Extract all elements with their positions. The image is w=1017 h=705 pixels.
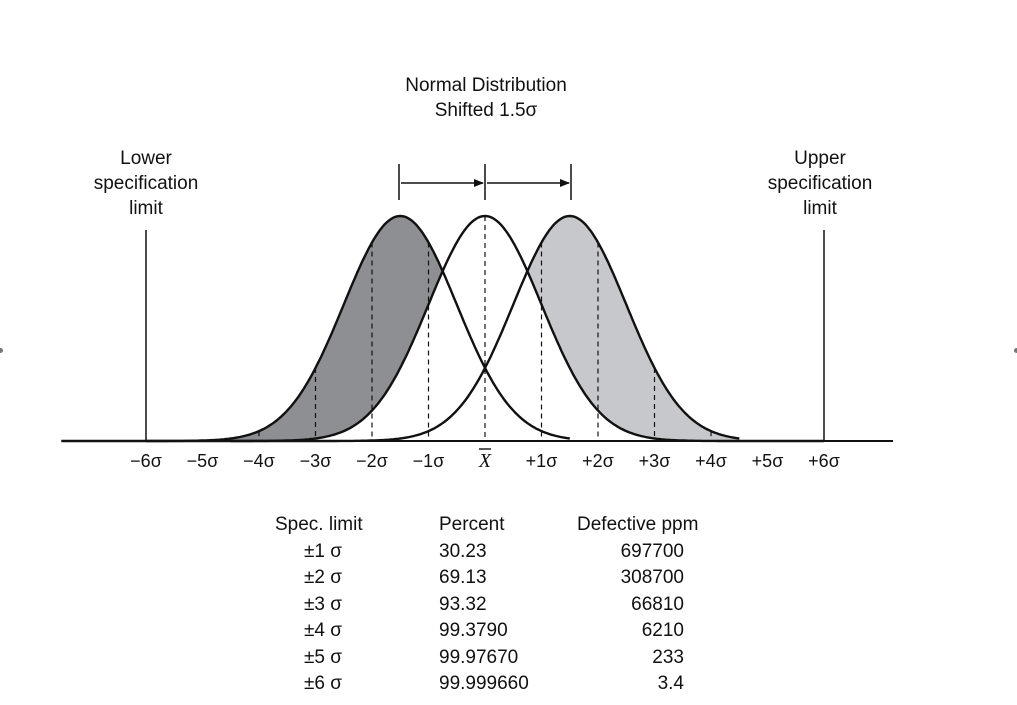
lower-spec-limit-label-line: Lower — [120, 148, 172, 169]
upper-spec-limit-label-line: Upper — [794, 148, 846, 169]
axis-tick-label: +2σ — [582, 451, 614, 471]
chart-title-line-1: Normal Distribution — [405, 75, 567, 96]
axis-tick-label: −3σ — [300, 451, 332, 471]
table-cell-defective-ppm: 6210 — [641, 620, 684, 641]
table-cell-defective-ppm: 308700 — [620, 567, 684, 588]
table-cell-percent: 99.97670 — [439, 646, 519, 668]
sigma-dashed-lines — [258, 216, 712, 441]
page-edge-marker-right — [1014, 348, 1017, 353]
table-cell-spec-limit: ±3 σ — [304, 593, 342, 615]
shift-indicator — [398, 164, 572, 200]
table-cell-spec-limit: ±2 σ — [304, 567, 342, 588]
table-cell-spec-limit: ±5 σ — [304, 646, 342, 668]
table-cell-percent: 69.13 — [439, 567, 487, 588]
table-column-percent: Percent 30.23 69.13 93.32 99.3790 99.976… — [439, 512, 529, 698]
axis-tick-label: +6σ — [808, 451, 840, 471]
table-header-percent: Percent — [439, 514, 505, 535]
axis-tick-label: +4σ — [695, 451, 727, 471]
table-header-defective-ppm: Defective ppm — [577, 514, 699, 535]
table-column-defective-ppm: Defective ppm 697700 308700 66810 6210 2… — [577, 512, 698, 698]
lower-spec-limit-label-line: limit — [129, 198, 163, 219]
table-cell-percent: 30.23 — [439, 540, 487, 562]
table-cell-percent: 99.3790 — [439, 620, 508, 641]
upper-spec-limit-label: Upper specification limit — [740, 146, 900, 221]
axis-tick-label: +5σ — [752, 451, 784, 471]
table-cell-percent: 99.999660 — [439, 673, 529, 694]
axis-tick-label: +1σ — [526, 451, 558, 471]
table-header-spec-limit: Spec. limit — [275, 514, 363, 535]
chart-title: Normal Distribution Shifted 1.5σ — [386, 73, 586, 123]
curve-fills — [61, 216, 824, 441]
table-column-spec-limit: Spec. limit ±1 σ ±2 σ ±3 σ ±4 σ ±5 σ ±6 … — [275, 512, 363, 698]
table-cell-defective-ppm: 3.4 — [657, 673, 684, 694]
upper-spec-limit-label-line: specification — [767, 173, 873, 194]
axis-tick-label-mean: X — [478, 450, 492, 472]
table-cell-spec-limit: ±6 σ — [304, 673, 342, 694]
table-cell-defective-ppm: 233 — [652, 646, 684, 668]
axis-tick-label: −5σ — [187, 451, 219, 471]
axis-tick-label: −1σ — [413, 451, 445, 471]
axis-tick-label: −4σ — [243, 451, 275, 471]
table-cell-spec-limit: ±1 σ — [304, 540, 342, 562]
upper-spec-limit-label-line: limit — [803, 198, 837, 219]
page-edge-marker-left — [0, 348, 3, 353]
chart-title-line-2: Shifted 1.5σ — [434, 100, 538, 121]
table-cell-spec-limit: ±4 σ — [304, 620, 342, 641]
lower-spec-limit-label-line: specification — [93, 173, 199, 194]
table-cell-defective-ppm: 66810 — [631, 593, 684, 615]
axis-tick-label: −6σ — [130, 451, 162, 471]
axis-tick-label: −2σ — [356, 451, 388, 471]
table-cell-defective-ppm: 697700 — [620, 540, 684, 562]
axis-tick-label: +3σ — [639, 451, 671, 471]
axis-ticks: −6σ −5σ −4σ −3σ −2σ −1σ X +1σ +2σ +3σ +4σ +5σ +6σ — [130, 448, 840, 472]
table-cell-percent: 93.32 — [439, 593, 487, 615]
lower-spec-limit-label: Lower specification limit — [66, 146, 226, 221]
